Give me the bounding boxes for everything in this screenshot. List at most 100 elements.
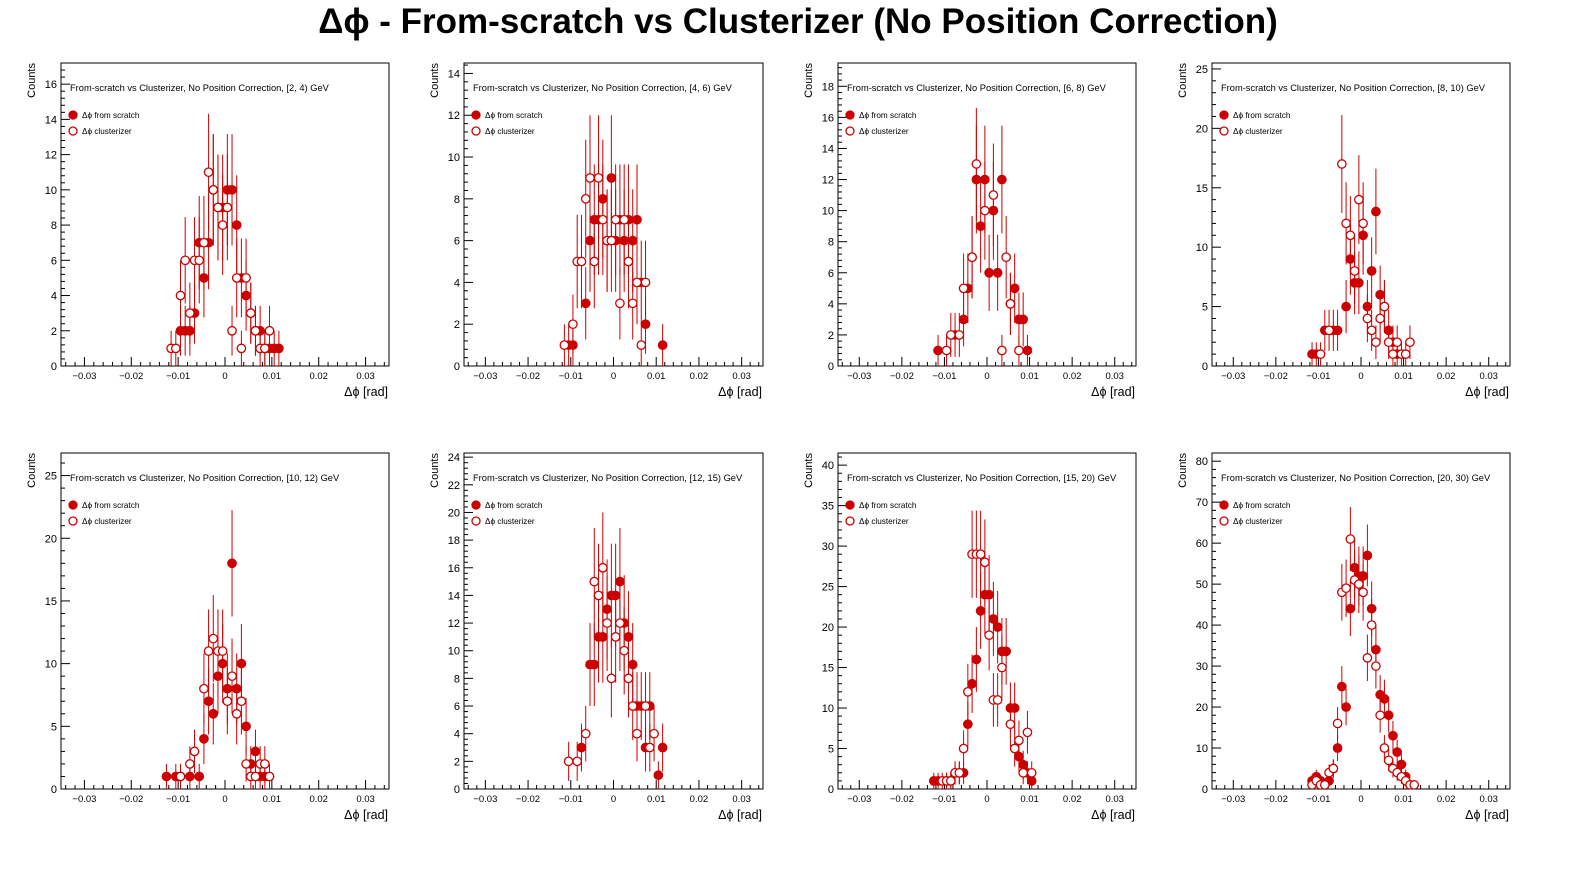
from-scratch-point — [208, 708, 219, 719]
from-scratch-point — [657, 742, 668, 753]
clusterizer-point — [1354, 194, 1364, 205]
y-axis-label: Counts — [1177, 63, 1189, 98]
figure-title: Δϕ - From-scratch vs Clusterizer (No Pos… — [318, 2, 1278, 41]
clusterizer-point — [185, 759, 195, 769]
panel-title: From-scratch vs Clusterizer, No Position… — [70, 83, 330, 93]
legend-marker — [1219, 516, 1229, 526]
x-tick-label: 0.03 — [1105, 371, 1124, 382]
clusterizer-point — [259, 759, 270, 769]
y-tick-label: 0 — [454, 784, 460, 796]
clusterizer-point — [259, 343, 270, 354]
clusterizer-point — [264, 771, 275, 782]
clusterizer-point — [1341, 218, 1351, 229]
legend-marker — [471, 516, 481, 526]
y-tick-label: 24 — [448, 452, 460, 464]
x-tick-label: 0.03 — [1105, 794, 1124, 805]
x-tick-label: 0 — [222, 371, 227, 382]
from-scratch-point — [227, 184, 237, 195]
panel-4: −0.03 −0.02 −0.01 0 0.01 0.02 0.03 0 5 10 15 20 25 Δϕ… — [1177, 62, 1511, 399]
x-tick-label: 0.01 — [647, 794, 666, 805]
y-tick-label: 16 — [45, 79, 57, 91]
x-tick-label: −0.02 — [890, 371, 914, 382]
x-axis-label: Δϕ [rad] — [1091, 385, 1135, 399]
legend-label: Δϕ clusterizer — [1233, 127, 1283, 136]
y-tick-label: 16 — [448, 563, 460, 575]
x-tick-label: −0.02 — [119, 794, 143, 805]
from-scratch-point — [1018, 314, 1029, 325]
legend-marker — [845, 110, 855, 120]
clusterizer-point — [1362, 313, 1373, 324]
x-tick-label: 0.02 — [309, 794, 328, 805]
clusterizer-point — [975, 549, 986, 560]
clusterizer-point — [954, 330, 965, 340]
from-scratch-point — [580, 298, 591, 309]
clusterizer-point — [208, 633, 219, 644]
legend-label: Δϕ clusterizer — [82, 127, 132, 136]
panel-title: From-scratch vs Clusterizer, No Position… — [1221, 473, 1491, 483]
plot-frame — [463, 62, 764, 367]
from-scratch-point — [1009, 283, 1020, 294]
x-tick-label: −0.01 — [559, 794, 583, 805]
from-scratch-point — [194, 771, 205, 782]
legend-label: Δϕ from scratch — [82, 501, 140, 510]
y-tick-label: 25 — [1196, 64, 1208, 76]
clusterizer-point — [640, 701, 651, 711]
clusterizer-point — [593, 173, 604, 183]
x-tick-label: 0.02 — [1063, 371, 1082, 382]
y-tick-label: 4 — [454, 277, 460, 289]
clusterizer-point — [997, 662, 1007, 673]
data-layer — [1307, 115, 1415, 366]
x-tick-label: 0.02 — [1437, 794, 1456, 805]
x-tick-label: −0.01 — [559, 371, 583, 382]
x-axis-label: Δϕ [rad] — [1465, 808, 1509, 822]
y-tick-label: 8 — [51, 220, 57, 232]
y-tick-label: 10 — [822, 206, 834, 218]
y-tick-label: 0 — [51, 784, 57, 796]
clusterizer-point — [954, 767, 965, 778]
x-axis-label: Δϕ [rad] — [1465, 385, 1509, 399]
clusterizer-point — [615, 298, 625, 309]
clusterizer-point — [945, 330, 956, 340]
clusterizer-point — [222, 202, 233, 213]
clusterizer-point — [967, 252, 977, 263]
y-tick-label: 2 — [454, 756, 460, 768]
clusterizer-point — [1026, 767, 1037, 778]
y-tick-label: 8 — [828, 237, 834, 249]
y-axis-label: Counts — [429, 63, 441, 98]
clusterizer-point — [945, 776, 956, 786]
clusterizer-point — [580, 728, 591, 739]
legend-label: Δϕ clusterizer — [859, 127, 909, 136]
clusterizer-point — [227, 325, 237, 336]
legend-label: Δϕ clusterizer — [82, 517, 132, 526]
from-scratch-point — [576, 742, 587, 753]
clusterizer-point — [1383, 755, 1394, 766]
y-tick-label: 22 — [448, 480, 460, 492]
clusterizer-point — [1005, 298, 1016, 309]
x-tick-label: −0.01 — [932, 794, 956, 805]
clusterizer-point — [208, 184, 219, 195]
x-tick-label: 0 — [1358, 371, 1363, 382]
clusterizer-point — [941, 345, 952, 356]
from-scratch-point — [933, 345, 943, 356]
clusterizer-point — [627, 701, 638, 711]
x-tick-label: 0.03 — [1479, 371, 1498, 382]
y-tick-label: 4 — [51, 291, 57, 303]
legend-marker — [1219, 110, 1229, 120]
clusterizer-point — [606, 673, 617, 684]
from-scratch-point — [975, 221, 986, 232]
clusterizer-point — [606, 235, 617, 246]
clusterizer-point — [1371, 661, 1381, 671]
clusterizer-point — [980, 557, 990, 568]
clusterizer-point — [241, 759, 251, 769]
panel-title: From-scratch vs Clusterizer, No Position… — [473, 83, 733, 93]
data-layer — [933, 107, 1033, 366]
from-scratch-point — [227, 558, 237, 569]
clusterizer-point — [1400, 349, 1411, 359]
clusterizer-point — [623, 256, 634, 267]
from-scratch-point — [984, 267, 994, 278]
clusterizer-point — [632, 277, 642, 288]
legend-label: Δϕ from scratch — [859, 501, 917, 510]
legend-label: Δϕ clusterizer — [485, 517, 535, 526]
x-tick-label: 0 — [222, 794, 227, 805]
x-axis-label: Δϕ [rad] — [718, 385, 762, 399]
